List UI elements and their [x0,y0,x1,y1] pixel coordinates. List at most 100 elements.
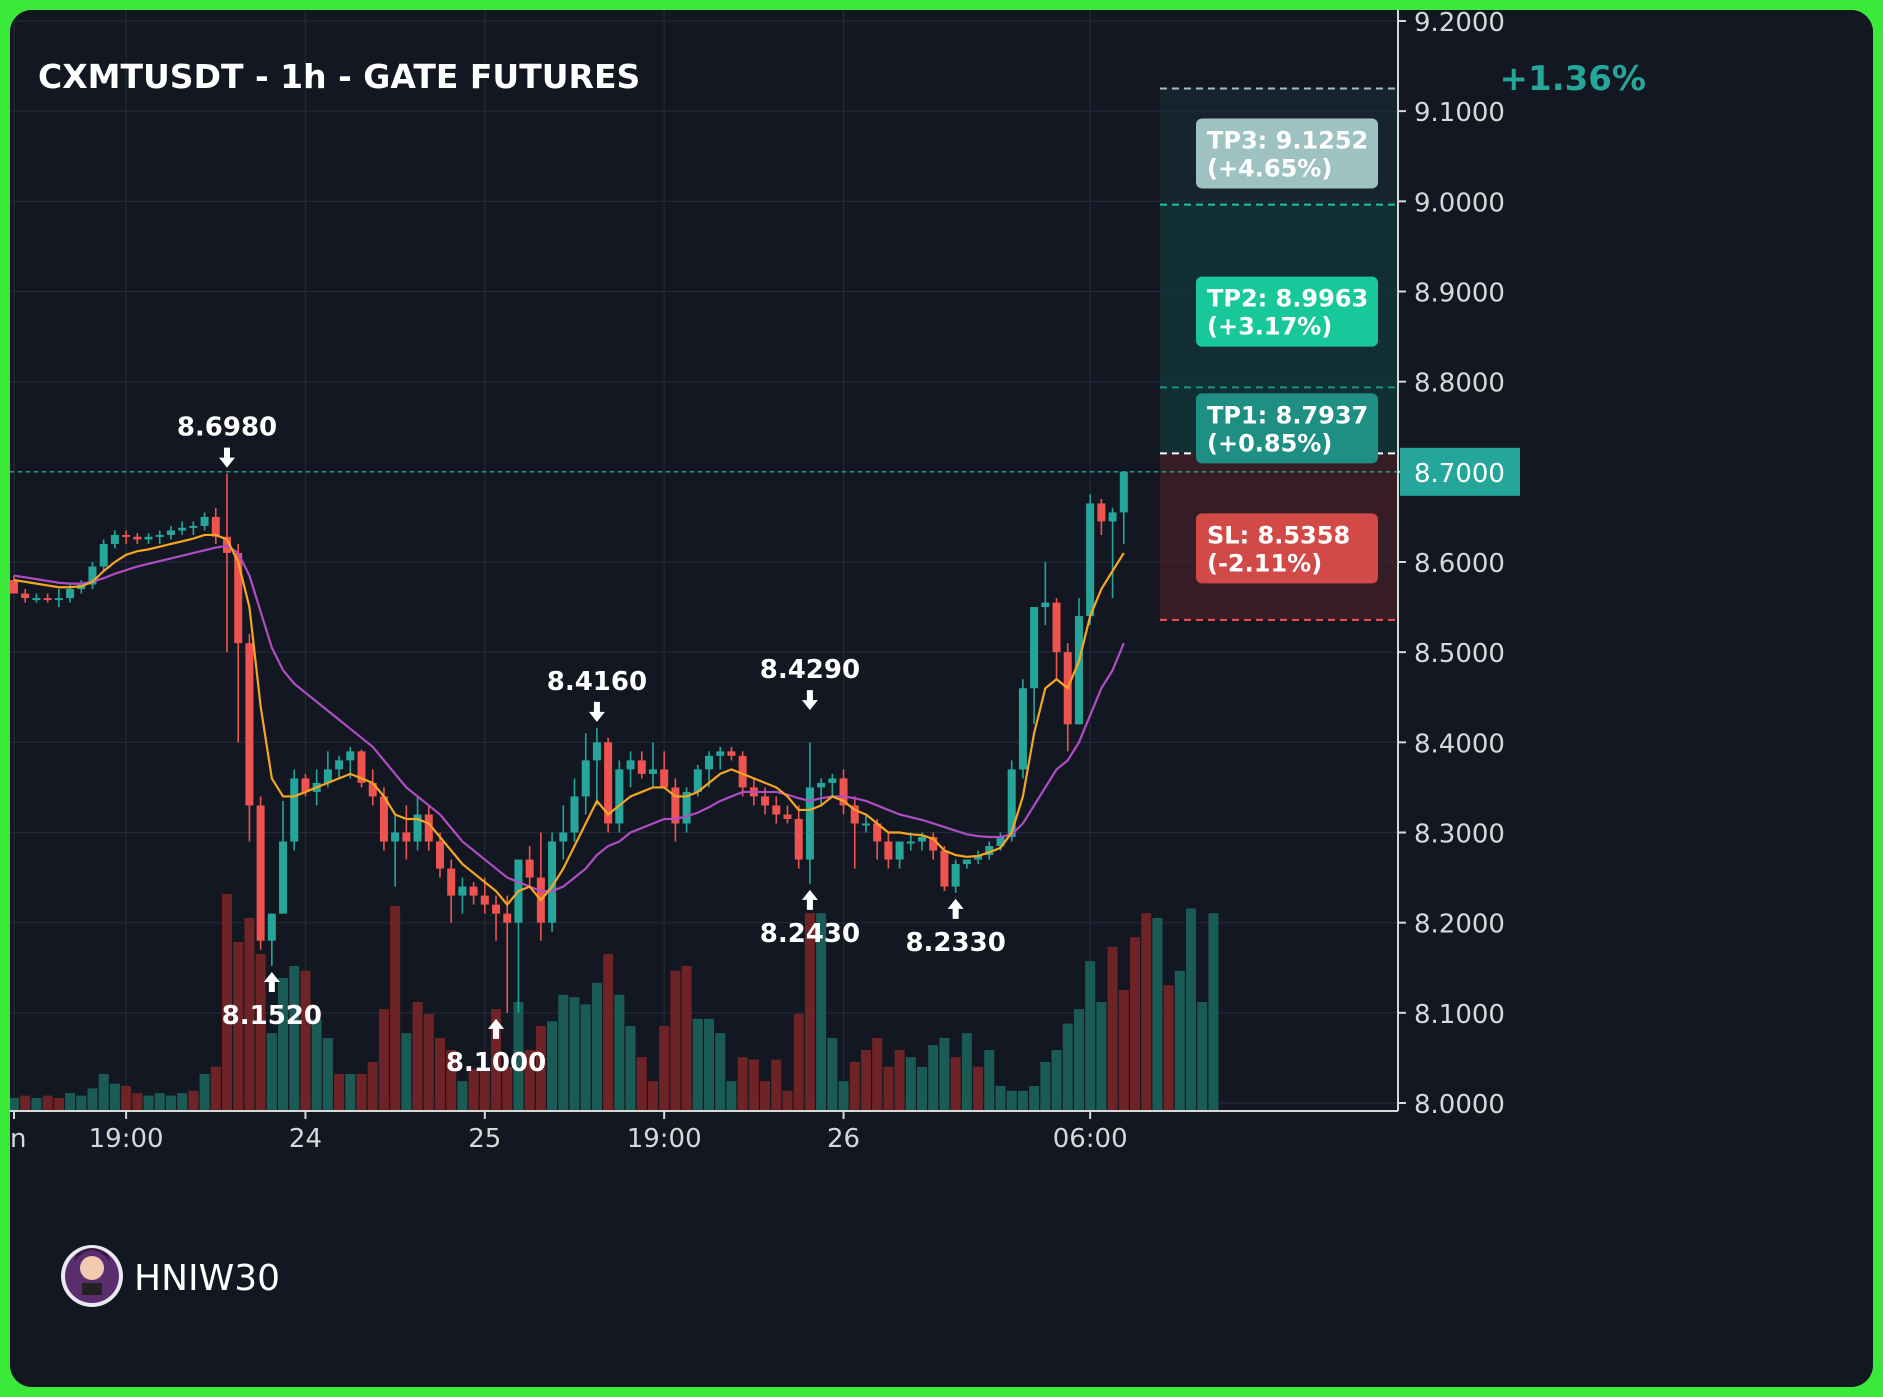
candle-body [413,814,422,842]
candle-body [469,886,478,896]
volume-bar [491,1009,502,1110]
candle-body [1018,688,1027,770]
volume-bar [199,1074,210,1110]
candle-body [458,886,467,896]
candle-body [122,534,131,537]
volume-bar [98,1074,109,1110]
arrow-up-icon [947,898,964,919]
y-tick-label: 8.5000 [1414,639,1505,669]
y-tick-label: 8.0000 [1414,1090,1505,1120]
candle-body [570,796,579,833]
y-tick-label: 9.1000 [1414,98,1505,128]
tp3-label-box [1196,118,1378,189]
candle-body [32,598,41,601]
x-tick-label: n [10,1124,26,1154]
candle-body [424,814,433,842]
volume-bar [636,1057,647,1110]
arrow-down-icon [218,447,235,468]
volume-bar [928,1045,939,1110]
arrow-up-icon [263,971,280,992]
price-chart[interactable]: 8.6980 8.4160 8.4290 8.1520 8.1000 8.2430 8.23… [10,10,1873,1387]
volume-bar [109,1083,120,1110]
volume-bar [244,918,255,1110]
volume-bar [973,1066,984,1110]
volume-bar [760,1081,771,1110]
volume-bar [300,970,311,1110]
candle-body [682,791,691,824]
tp2-label-box [1196,276,1378,347]
low-label: 8.2330 [905,928,1005,958]
high-label: 8.6980 [177,413,277,443]
volume-bar [423,1014,434,1110]
volume-bar [569,997,580,1110]
x-tick-label: 24 [289,1124,322,1154]
volume-bar [535,1026,546,1110]
candle-body [368,782,377,797]
candle-body [357,751,366,783]
volume-bar [771,1059,782,1110]
volume-bar [883,1066,894,1110]
candle-body [761,796,770,806]
volume-bar [210,1066,221,1110]
volume-bar [917,1066,928,1110]
volume-bar [793,1014,804,1110]
candle-body [581,760,590,797]
volume-bar [647,1081,658,1110]
volume-bar [434,1038,445,1110]
candle-body [155,534,164,537]
volume-bar [1062,1023,1073,1110]
volume-bar [266,1033,277,1110]
volume-bar [580,1004,591,1110]
current-price-badge [1400,447,1520,496]
candle-body [189,525,198,528]
volume-bar [625,1026,636,1110]
volume-bar [468,1069,479,1110]
current-price-label: 8.7000 [1414,459,1505,489]
avatar-head-icon [80,1256,104,1280]
candle-body [1074,616,1083,725]
volume-bar [547,1021,558,1110]
volume-bar [692,1018,703,1110]
volume-bar [1051,1050,1062,1110]
candle-body [279,841,288,914]
candle-body [66,589,75,599]
y-tick-label: 8.4000 [1414,729,1505,759]
volume-bar [132,1093,143,1110]
candle-body [548,841,557,923]
x-tick-label: 19:00 [627,1124,702,1154]
candle-body [906,841,915,844]
volume-bar [457,1081,468,1110]
volume-bar [278,978,289,1110]
candle-body [110,534,119,544]
volume-bar [1118,990,1129,1110]
sl-percent: (-2.11%) [1207,549,1322,577]
candle-body [873,823,882,842]
volume-bar [849,1062,860,1110]
candle-body [693,769,702,792]
candle-body [1030,607,1039,689]
candle-body [805,787,814,860]
volume-bar [20,1095,31,1110]
volume-bar [1017,1090,1028,1110]
change-percent: +1.36% [1500,59,1646,99]
axes: 9.2000 9.1000 9.0000 8.9000 8.8000 8.7000 8.60… [10,10,1520,1154]
candle-body [918,837,927,842]
volume-bar [1197,1002,1208,1110]
volume-bar [233,942,244,1110]
volume-bar [715,1033,726,1110]
volume-bar [1152,918,1163,1110]
volume-bar [748,1059,759,1110]
volume-bar [165,1095,176,1110]
candle-body [839,778,848,806]
avatar-hair-icon [74,1248,110,1262]
volume-bar [42,1095,53,1110]
candle-body [335,760,344,770]
high-label: 8.4160 [547,667,647,697]
volume-bar [939,1038,950,1110]
volume-bar [255,954,266,1110]
volume-bar [87,1088,98,1110]
volume-bar [1208,913,1219,1110]
candle-body [144,536,153,540]
volume-bar [1040,1062,1051,1110]
candle-body [637,760,646,774]
